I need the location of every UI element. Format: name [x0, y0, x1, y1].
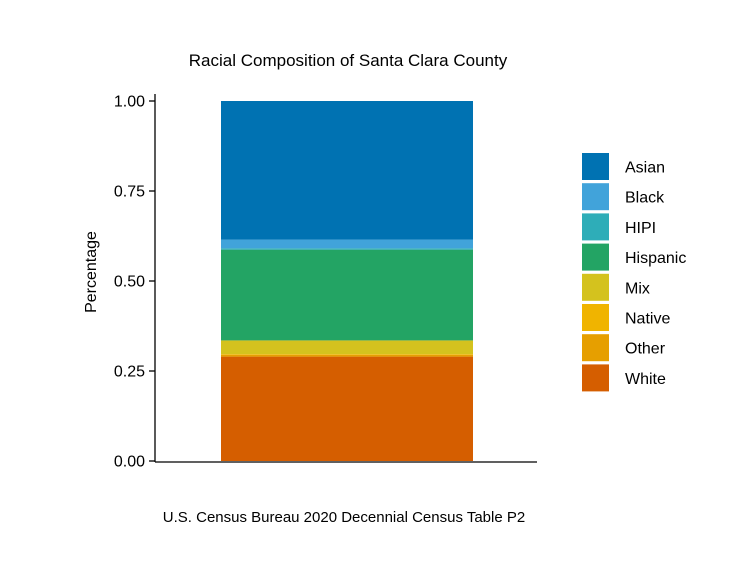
- legend-label-hipi: HIPI: [625, 220, 656, 237]
- legend-key-mix: [582, 273, 609, 301]
- bar-segment-native: [221, 354, 473, 355]
- y-tick-label: 0.50: [114, 274, 145, 291]
- bar-segment-hispanic: [221, 249, 473, 341]
- y-tick-label: 0.00: [114, 454, 145, 471]
- legend-label-native: Native: [625, 311, 670, 328]
- chart-title: Racial Composition of Santa Clara County: [189, 51, 508, 70]
- legend-label-white: White: [625, 371, 666, 388]
- legend-key-hispanic: [582, 243, 609, 271]
- bar-segment-black: [221, 239, 473, 249]
- legend-key-native: [582, 304, 609, 331]
- bar-segment-other: [221, 354, 473, 357]
- legend-label-hispanic: Hispanic: [625, 250, 686, 267]
- y-axis-label: Percentage: [83, 231, 100, 313]
- legend-key-black: [582, 183, 609, 211]
- chart-caption: U.S. Census Bureau 2020 Decennial Census…: [163, 509, 525, 526]
- legend: Asian Black HIPI Hispanic Mix Native Other Whit…: [582, 153, 686, 392]
- y-tick-label: 1.00: [114, 94, 145, 111]
- legend-label-mix: Mix: [625, 280, 650, 297]
- y-tick-label: 0.75: [114, 184, 145, 201]
- bar-segment-mix: [221, 340, 473, 355]
- legend-key-hipi: [582, 213, 609, 241]
- y-tick-label: 0.25: [114, 364, 145, 381]
- bar-segment-asian: [221, 101, 473, 240]
- legend-key-white: [582, 364, 609, 392]
- bar-segment-hipi: [221, 248, 473, 250]
- bar-segment-white: [221, 356, 473, 461]
- legend-key-asian: [582, 153, 609, 180]
- y-ticks-group: 0.00 0.25 0.50 0.75 1.00: [114, 94, 155, 471]
- legend-label-asian: Asian: [625, 160, 665, 177]
- legend-label-black: Black: [625, 190, 665, 207]
- legend-label-other: Other: [625, 341, 666, 358]
- legend-key-other: [582, 334, 609, 362]
- bars-group: [221, 101, 473, 461]
